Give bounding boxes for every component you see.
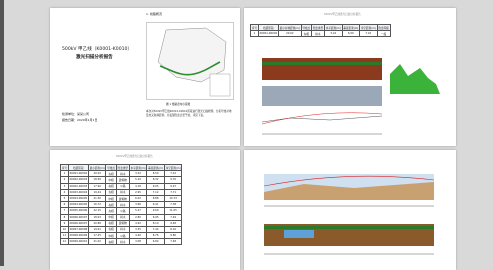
table-cell: 20.02 [278, 31, 301, 37]
cover-title: 500kV 甲乙线（K0001-K0010） [62, 46, 132, 52]
route-map [146, 22, 234, 100]
left-strip [0, 0, 4, 266]
cover-subtitle: 激光扫描分析报告 [76, 54, 113, 60]
profile-images [264, 166, 439, 266]
page-header: 500kV甲乙线激光扫描分析报告 [116, 154, 153, 158]
detail-table: 序号档距区段最小距离(m)导线点隐患类型水平距离(m)垂直距离(m)净空距离(m… [60, 164, 182, 245]
overview-text: 本次对500kV甲乙线K0001-K0010区段进行激光扫描检测，分析导线对地及… [146, 110, 234, 117]
table-cell: 7.48 [164, 239, 182, 245]
table-cell: 3.08 [129, 239, 147, 245]
page-3: 500kV甲乙线激光扫描分析报告 序号档距区段最小距离(m)导线点隐患类型水平距… [50, 150, 240, 270]
table-cell: 左相 [301, 31, 311, 37]
section-heading: 1. 线路概况 [146, 12, 162, 16]
page-header: 500kV甲乙线激光扫描分析报告 [324, 12, 361, 16]
table-cell: 3.22 [324, 31, 342, 37]
table-cell: 树木 [116, 239, 129, 245]
table-cell: 12 [61, 239, 69, 245]
summary-table: 序号档距区段最小对地距离(m)导线点隐患类型水平距离(m)垂直距离(m)净空距离… [250, 24, 391, 37]
page-2: 500kV甲乙线激光扫描分析报告 序号档距区段最小对地距离(m)导线点隐患类型水… [244, 8, 456, 146]
table-cell: 右相 [106, 239, 116, 245]
table-cell: 树木 [312, 31, 325, 37]
table-cell: K0001-K0002 [258, 31, 278, 37]
viewer: 500kV 甲乙线（K0001-K0010） 激光扫描分析报告 检测单位：某某公… [0, 0, 493, 266]
cover-date: 报告日期：2020年1月1日 [62, 118, 97, 122]
table-cell: 7.22 [360, 31, 378, 37]
table-cell: K0009-K0010 [68, 239, 88, 245]
cover-unit: 检测单位：某某公司 [62, 112, 89, 116]
table-cell: 21.02 [88, 239, 106, 245]
page-1: 500kV 甲乙线（K0001-K0010） 激光扫描分析报告 检测单位：某某公… [50, 8, 240, 146]
table-cell: 6.50 [342, 31, 360, 37]
table-cell: 6.82 [147, 239, 165, 245]
map-caption: 图 1 线路走向示意图 [166, 102, 190, 106]
profile-image [250, 54, 450, 142]
table-cell: 一般 [377, 31, 390, 37]
page-4 [244, 150, 456, 270]
table-cell: 1 [251, 31, 259, 37]
